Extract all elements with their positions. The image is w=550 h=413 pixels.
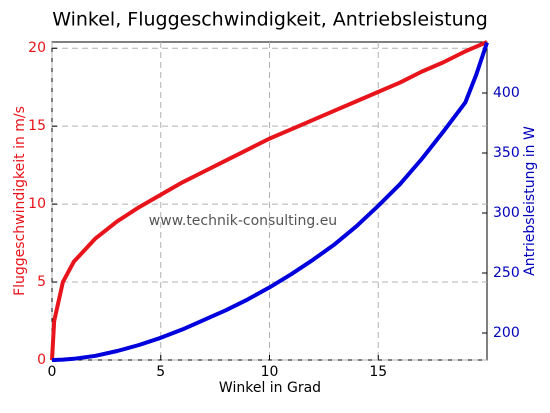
y-axis-label: Fluggeschwindigkeit in m/s: [12, 106, 28, 296]
data-line: [52, 41, 489, 362]
y-tick-label: 20: [28, 40, 46, 56]
x-tick-label: 0: [48, 364, 57, 380]
x-tick-label: 10: [261, 364, 279, 380]
y-tick-label: 0: [37, 352, 46, 368]
x-tick-label: 15: [369, 364, 387, 380]
y2-tick-label: 300: [493, 205, 520, 221]
watermark: www.technik-consulting.eu: [149, 213, 337, 229]
y2-axis-label: Antriebsleistung in W: [522, 126, 538, 276]
y-tick-label: 15: [28, 118, 46, 134]
data-line: [50, 40, 488, 361]
y2-tick-label: 250: [493, 265, 520, 281]
y2-tick-label: 200: [493, 325, 520, 341]
x-axis-label: Winkel in Grad: [219, 380, 321, 396]
x-tick-label: 5: [156, 364, 165, 380]
y-tick-label: 10: [28, 196, 46, 212]
y2-tick-label: 350: [493, 145, 520, 161]
chart-title: Winkel, Fluggeschwindigkeit, Antriebslei…: [52, 9, 488, 31]
y-tick-label: 5: [37, 274, 46, 290]
y2-tick-label: 400: [493, 85, 520, 101]
